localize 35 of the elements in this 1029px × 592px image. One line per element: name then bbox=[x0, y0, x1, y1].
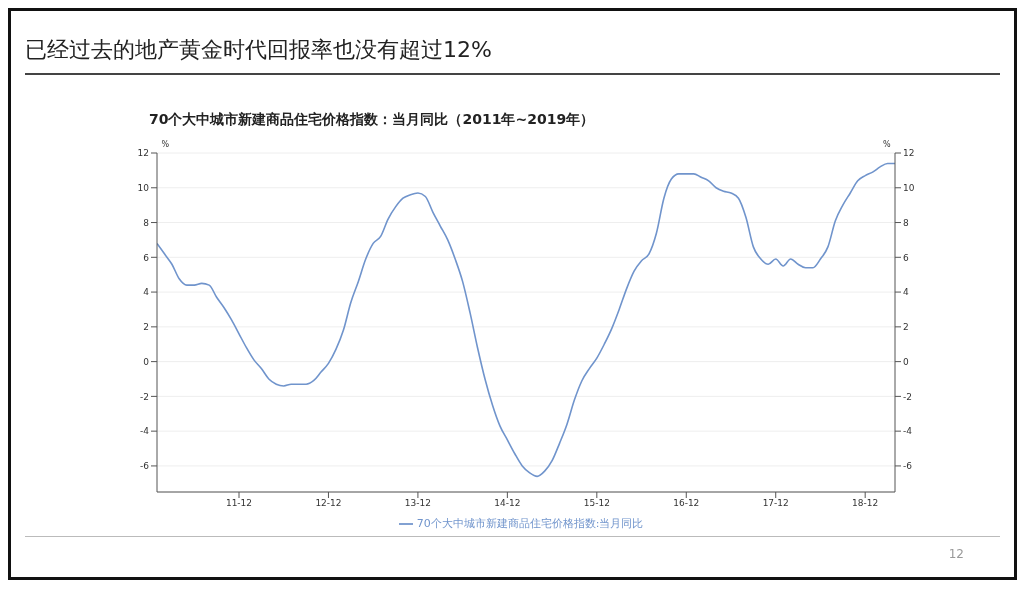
x-tick-label: 16-12 bbox=[673, 498, 700, 509]
y2-tick-label: -4 bbox=[903, 426, 913, 437]
text: 12 bbox=[948, 547, 964, 561]
legend-label: 70个大中城市新建商品住宅价格指数:当月同比 bbox=[416, 517, 644, 530]
y-tick-label: 10 bbox=[137, 182, 150, 193]
y-tick-label: -4 bbox=[140, 426, 150, 437]
x-tick-label: 15-12 bbox=[583, 498, 610, 509]
x-tick-label: 13-12 bbox=[404, 498, 431, 509]
y-tick-label: 0 bbox=[143, 356, 150, 367]
y2-tick-label: 2 bbox=[903, 322, 909, 333]
y-tick-label: 4 bbox=[143, 287, 150, 298]
y-tick-label: -6 bbox=[140, 461, 150, 472]
y2-tick-label: -2 bbox=[903, 391, 912, 402]
y2-tick-label: 8 bbox=[903, 217, 909, 228]
y2-tick-label: 12 bbox=[903, 148, 915, 159]
y2-tick-label: 0 bbox=[903, 356, 909, 367]
x-tick-label: 11-12 bbox=[225, 498, 253, 509]
x-tick-label: 14-12 bbox=[494, 498, 521, 509]
y2-tick-label: 4 bbox=[903, 287, 909, 298]
y-tick-label: -2 bbox=[140, 391, 149, 402]
y2-axis-title: % bbox=[883, 139, 891, 149]
y-axis-title: % bbox=[161, 139, 170, 149]
x-tick-label: 17-12 bbox=[762, 498, 789, 509]
y-tick-label: 12 bbox=[137, 148, 149, 159]
y2-tick-label: 10 bbox=[903, 182, 915, 193]
chart-subtitle: 70个大中城市新建商品住宅价格指数：当月同比（2011年~2019年） bbox=[149, 111, 595, 129]
x-tick-label: 18-12 bbox=[852, 498, 879, 509]
y-tick-label: 6 bbox=[143, 252, 150, 263]
y-tick-label: 2 bbox=[143, 322, 149, 333]
x-tick-label: 12-12 bbox=[315, 498, 342, 509]
y2-tick-label: 6 bbox=[903, 252, 909, 263]
y-tick-label: 8 bbox=[143, 217, 150, 228]
y2-tick-label: -6 bbox=[903, 461, 913, 472]
line-series bbox=[157, 162, 895, 478]
chart-title: 已经过去的地产黄金时代回报率也没有超过12% bbox=[25, 36, 492, 64]
